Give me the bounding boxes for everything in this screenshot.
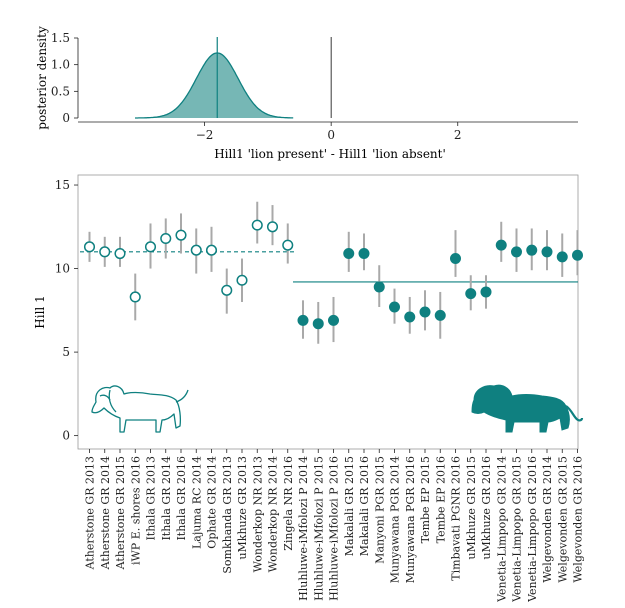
site-label: Lajuma RC 2014 [190,456,203,549]
plot-frame [77,174,579,450]
site-label: uMkhuze GR 2013 [236,456,249,560]
hill1-y-tick-label: 0 [62,429,70,443]
site-label: Venetia-Limpopo GR 2015 [511,456,524,603]
point-lion-absent [297,314,309,326]
site-label: Hluhluwe-iMfolozi P 2015 [312,456,325,601]
lion-filled-icon [471,384,584,433]
point-lion-present [114,247,126,260]
site-label: Ithala GR 2014 [160,456,173,541]
site-label: Tembe EP 2016 [434,456,447,543]
site-label: Atherstone GR 2013 [84,456,97,570]
density-y-label: posterior density [35,26,49,130]
point-lion-absent [328,314,339,326]
point-lion-absent [526,244,538,256]
site-label: Munyawana PGR 2016 [404,456,417,583]
point-lion-present [190,244,202,256]
point-lion-absent [572,249,583,261]
point-lion-absent [541,246,553,258]
site-label: Timbavati PGNR 2016 [450,456,463,581]
site-label: Wonderkop NR 2014 [267,456,280,572]
point-lion-present [99,246,111,258]
site-estimates [83,219,583,330]
site-axis: Atherstone GR 2013 Atherstone GR 2014 Athe… [84,449,585,603]
point-lion-present [282,239,294,251]
point-lion-present [160,232,172,245]
hill1-y-label: Hill 1 [33,295,47,328]
point-lion-present [236,274,248,286]
point-lion-absent [404,311,416,323]
density-y-axis: 0 0.5 1.0 1.5 [51,31,79,125]
site-label: Somkhanda GR 2013 [221,456,234,574]
point-lion-present [129,291,141,303]
density-panel: 0 0.5 1.0 1.5 −2 0 2 Hill1 'lion present' - H… [35,26,578,161]
lion-outline-icon [91,385,189,433]
point-lion-present [266,221,279,233]
site-label: Manyoni PGR 2015 [373,456,386,564]
point-lion-absent [358,248,370,260]
site-label: Welgevonden GR 2016 [572,456,585,583]
site-label: Atherstone GR 2014 [99,456,112,570]
point-lion-present [205,244,218,256]
density-y-tick-label: 1.5 [51,31,70,45]
site-label: Zingela NR 2016 [282,456,295,551]
site-label: Wonderkop NR 2013 [251,456,264,572]
point-lion-absent [495,239,507,251]
point-lion-absent [450,253,461,265]
site-label: Makalali GR 2016 [358,456,371,556]
site-label: Venetia-Limpopo GR 2014 [495,456,508,603]
site-label: Atherstone GR 2015 [114,456,127,570]
point-lion-present [221,284,233,296]
point-lion-absent [419,306,431,318]
site-label: Welgevonden GR 2014 [541,456,554,583]
site-label: Munyawana PGR 2014 [389,456,402,583]
point-lion-present [144,241,157,253]
site-label: uMkhuze GR 2016 [480,456,493,560]
site-label: uMkhuze GR 2015 [465,456,478,560]
point-lion-absent [465,288,477,300]
density-x-axis: −2 0 2 [78,121,578,142]
point-lion-present [83,241,96,253]
density-y-tick-label: 0 [62,111,70,125]
hill1-y-tick-label: 10 [55,262,70,276]
point-lion-absent [389,301,400,313]
point-lion-absent [312,318,324,330]
density-x-tick-label: −2 [196,128,214,142]
site-label: Ophate GR 2014 [206,456,219,549]
hill1-y-axis: 0 5 10 15 [55,178,78,443]
density-y-tick-label: 0.5 [51,84,70,98]
site-label: Tembe EP 2015 [419,456,432,543]
site-label: Welgevonden GR 2015 [556,456,569,583]
density-x-label: Hill1 'lion present' - Hill1 'lion absen… [214,147,446,161]
point-lion-present [251,219,263,231]
density-x-tick-label: 2 [454,128,462,142]
site-label: Makalali GR 2015 [343,456,356,556]
site-label: Hluhluwe-iMfolozi P 2016 [328,456,341,601]
point-lion-absent [434,309,446,321]
point-lion-absent [373,281,385,293]
site-label: iWP E. shores 2016 [129,456,142,565]
density-curve [135,52,294,119]
site-label: Venetia-Limpopo GR 2016 [526,456,539,603]
point-lion-present [175,229,187,241]
density-y-tick-label: 1.0 [51,58,70,72]
point-lion-absent [511,246,522,258]
point-lion-absent [343,248,355,260]
point-lion-absent [556,251,568,263]
hill1-y-tick-label: 15 [55,178,70,192]
point-lion-absent [480,286,492,298]
density-x-tick-label: 0 [327,128,335,142]
site-label: Ithala GR 2013 [145,456,158,541]
density-area [135,52,294,118]
site-label: Hluhluwe-iMfolozi P 2014 [297,456,310,601]
site-label: Ithala GR 2016 [175,456,188,541]
hill1-y-tick-label: 5 [62,345,70,359]
